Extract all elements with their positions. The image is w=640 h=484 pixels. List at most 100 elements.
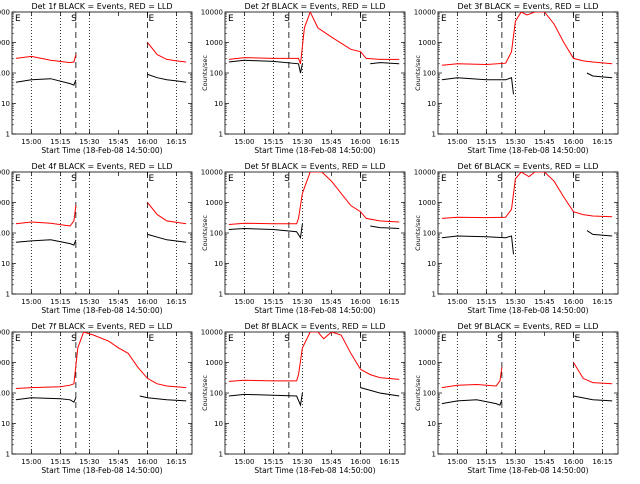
event-marker: E (362, 334, 368, 344)
y-tick-label: 1 (432, 451, 436, 459)
x-tick-label: 16:00 (350, 458, 370, 466)
chart-panel-4: Det 4f BLACK = Events, RED = LLD 1 10 100 10… (0, 162, 193, 315)
event-marker: E (575, 334, 581, 344)
x-tick-label: 15:15 (476, 298, 496, 306)
x-tick-label: 15:15 (50, 458, 70, 466)
event-marker: E (15, 14, 21, 24)
y-tick-label: 100 (210, 230, 223, 238)
event-marker: E (362, 174, 368, 184)
y-tick-label: 100 (0, 70, 10, 78)
lld-series-line (228, 332, 400, 382)
x-tick-label: 15:00 (447, 138, 467, 146)
y-tick-label: 1000 (205, 199, 223, 207)
x-tick-label: 15:30 (79, 458, 99, 466)
x-tick-label: 15:00 (21, 458, 41, 466)
y-tick-label: 100 (423, 70, 436, 78)
chart-title: Det 2f BLACK = Events, RED = LLD (244, 2, 385, 11)
y-axis-label: Counts/sec (201, 375, 209, 411)
y-tick-label: 1 (432, 291, 436, 299)
y-axis-label: Counts/sec (201, 55, 209, 91)
x-tick-label: 15:15 (476, 138, 496, 146)
x-tick-label: 15:30 (79, 298, 99, 306)
y-tick-label: 10 (427, 260, 436, 268)
x-tick-label: 16:15 (166, 458, 186, 466)
event-marker: E (441, 334, 447, 344)
y-tick-label: 10000 (0, 329, 10, 337)
y-tick-label: 100 (423, 390, 436, 398)
lld-series-line (15, 202, 187, 227)
event-marker: S (284, 174, 290, 184)
lld-series-line (15, 332, 187, 389)
x-tick-label: 16:00 (350, 138, 370, 146)
plot-frame (11, 11, 193, 135)
y-axis-label: Counts/sec (414, 55, 422, 91)
events-series-line (228, 387, 400, 407)
x-tick-label: 15:45 (108, 138, 128, 146)
y-tick-label: 1 (6, 291, 10, 299)
x-tick-label: 15:15 (263, 138, 283, 146)
plot-frame (224, 11, 406, 135)
chart-title: Det 8f BLACK = Events, RED = LLD (244, 322, 385, 331)
x-tick-label: 16:15 (166, 298, 186, 306)
x-tick-label: 15:15 (50, 298, 70, 306)
x-axis-label: Start Time (18-Feb-08 14:50:00) (254, 466, 375, 475)
chart-title: Det 4f BLACK = Events, RED = LLD (31, 162, 172, 171)
x-tick-label: 15:15 (263, 458, 283, 466)
x-tick-label: 15:45 (534, 138, 554, 146)
x-axis-label: Start Time (18-Feb-08 14:50:00) (41, 306, 162, 315)
x-axis-label: Start Time (18-Feb-08 14:50:00) (467, 306, 588, 315)
event-marker: E (575, 174, 581, 184)
x-tick-label: 15:30 (505, 298, 525, 306)
x-tick-label: 15:30 (292, 458, 312, 466)
y-tick-label: 1000 (418, 199, 436, 207)
y-tick-label: 1000 (0, 359, 10, 367)
y-tick-label: 100 (423, 230, 436, 238)
y-tick-label: 100 (0, 390, 10, 398)
y-tick-label: 10000 (201, 329, 223, 337)
y-tick-label: 1 (219, 451, 223, 459)
y-tick-label: 1 (6, 451, 10, 459)
chart-title: Det 5f BLACK = Events, RED = LLD (244, 162, 385, 171)
lld-series-line (441, 172, 613, 219)
x-tick-label: 16:00 (563, 458, 583, 466)
event-marker: S (497, 174, 503, 184)
event-marker: S (71, 14, 77, 24)
x-tick-label: 16:15 (592, 138, 612, 146)
y-tick-label: 10000 (0, 169, 10, 177)
x-tick-label: 15:30 (505, 458, 525, 466)
x-tick-label: 15:45 (108, 458, 128, 466)
chart-title: Det 3f BLACK = Events, RED = LLD (457, 2, 598, 11)
event-marker: E (362, 14, 368, 24)
x-tick-label: 16:15 (379, 138, 399, 146)
y-tick-label: 1000 (418, 39, 436, 47)
events-series-line (441, 72, 613, 95)
event-marker: S (71, 174, 77, 184)
x-tick-label: 15:30 (505, 138, 525, 146)
y-tick-label: 100 (210, 70, 223, 78)
chart-panel-9: Det 9f BLACK = Events, RED = LLD 1 10 100 10… (414, 322, 619, 475)
event-marker: E (15, 334, 21, 344)
y-tick-label: 10 (427, 100, 436, 108)
chart-title: Det 9f BLACK = Events, RED = LLD (457, 322, 598, 331)
y-tick-label: 100 (210, 390, 223, 398)
event-marker: E (149, 174, 155, 184)
x-tick-label: 16:15 (379, 298, 399, 306)
lld-series-line (228, 12, 400, 64)
x-tick-label: 16:00 (350, 298, 370, 306)
chart-panel-2: Det 2f BLACK = Events, RED = LLD 1 10 100 10… (201, 2, 406, 155)
lld-series-line (15, 42, 187, 64)
event-marker: E (441, 174, 447, 184)
events-series-line (228, 223, 400, 240)
lld-series-line (228, 172, 400, 225)
x-tick-label: 15:00 (447, 458, 467, 466)
event-marker: E (149, 334, 155, 344)
plot-frame (224, 171, 406, 295)
x-tick-label: 15:30 (292, 298, 312, 306)
event-marker: E (441, 14, 447, 24)
x-tick-label: 16:00 (137, 138, 157, 146)
y-tick-label: 100 (0, 230, 10, 238)
chart-panel-8: Det 8f BLACK = Events, RED = LLD 1 10 100 10… (201, 322, 406, 475)
y-tick-label: 1 (219, 291, 223, 299)
